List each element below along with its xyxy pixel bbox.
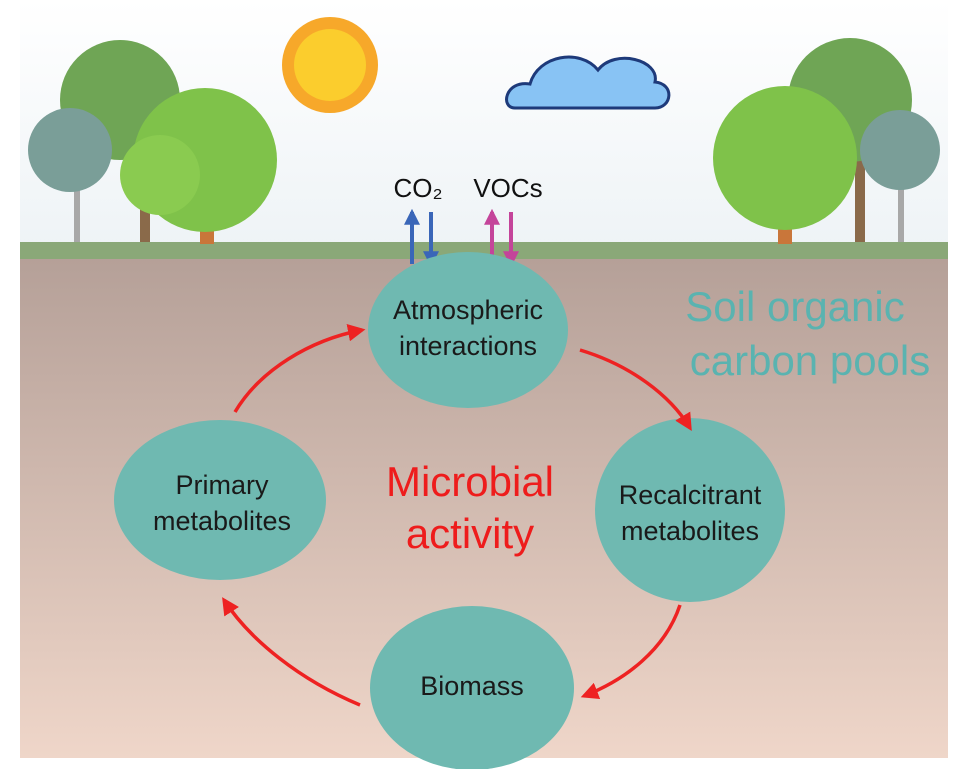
cloud: [505, 55, 671, 110]
gas-label: CO₂: [393, 173, 442, 203]
gas-label: VOCs: [473, 173, 542, 203]
node-label: Biomass: [420, 671, 524, 701]
grass: [20, 242, 948, 259]
soil-label: Soil organic carbon pools: [685, 283, 930, 384]
cycle-arrows: [222, 324, 692, 707]
node-label: Atmospheric interactions: [393, 295, 543, 361]
sun: [282, 17, 378, 113]
node-label: Recalcitrant metabolites: [619, 480, 762, 546]
nodes: [114, 252, 785, 769]
center-label: Microbial activity: [386, 458, 554, 557]
trees-right: [713, 38, 940, 244]
node-label: Primary metabolites: [153, 470, 291, 536]
trees-left: [28, 40, 277, 244]
